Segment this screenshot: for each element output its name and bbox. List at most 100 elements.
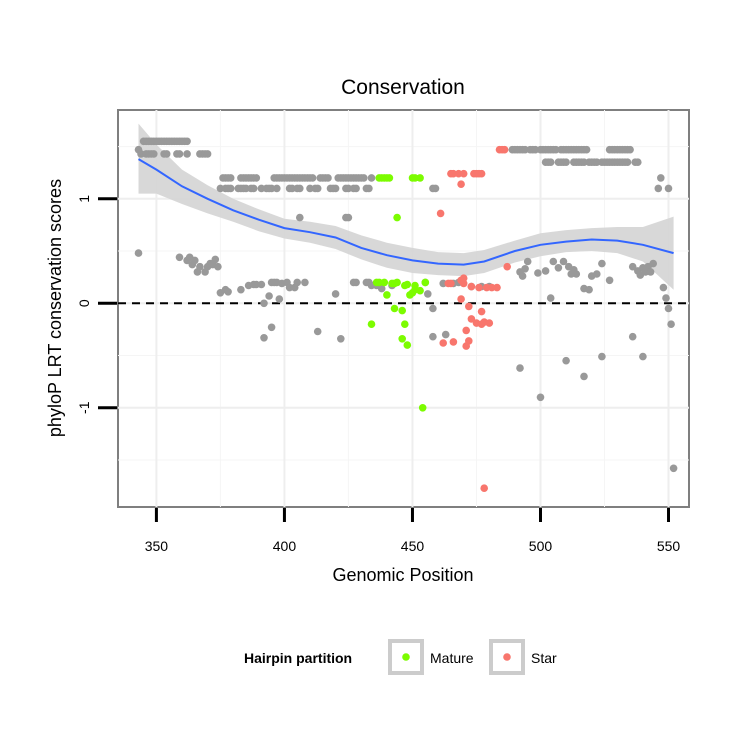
point-other [360,174,368,182]
point-other [265,292,273,300]
point-mature [385,174,394,182]
point-other [183,150,191,158]
point-other [628,262,637,271]
point-other [150,150,158,158]
point-other [137,150,145,158]
point-other [593,270,601,278]
point-star [457,295,465,303]
point-mature [393,278,401,287]
y-tick-label: -1 [76,401,92,414]
point-other [267,184,276,193]
point-other [273,184,281,193]
point-mature [383,291,391,299]
point-star [459,279,468,288]
point-other [664,304,673,313]
point-star [436,209,445,218]
x-tick-label: 400 [273,538,297,554]
point-other [521,265,529,273]
legend-label-star: Star [531,650,557,666]
point-other [191,256,199,265]
point-other [296,184,304,193]
confidence-band-area [138,123,674,290]
point-other [211,255,220,264]
point-other [536,393,545,402]
point-other [541,267,550,275]
point-other [352,278,360,287]
smooth-line [137,158,674,266]
x-tick-label: 450 [401,538,425,554]
point-other [546,294,555,302]
point-other [257,280,266,289]
point-other [331,184,340,193]
point-other [424,290,432,298]
legend-marker-star [503,653,511,661]
point-other [337,335,345,343]
point-other [313,327,322,336]
point-other [293,278,302,287]
point-star [467,282,476,291]
legend-marker-mature [402,653,410,661]
point-other [260,299,268,308]
point-other [162,150,171,158]
point-other [546,158,555,166]
y-axis-label: phyloP LRT conservation scores [45,179,65,437]
point-other [598,352,606,361]
point-mature [380,278,389,287]
point-mature [403,341,412,349]
point-mature [403,280,412,289]
point-other [639,352,647,361]
point-other [662,294,670,302]
point-other [267,323,276,332]
point-mature [393,213,401,222]
point-star [449,169,458,178]
point-mature [398,335,407,343]
point-mature [408,289,417,297]
point-other [252,174,261,182]
point-other [669,464,678,473]
point-star [500,145,509,154]
point-other [598,259,606,268]
y-tick-label: 1 [76,195,92,203]
point-other [664,184,673,193]
point-other [367,174,376,182]
point-star [477,169,486,178]
point-other [331,290,340,298]
point-star [475,283,483,292]
x-tick-label: 500 [529,538,553,554]
point-other [226,184,235,193]
point-other [605,276,614,285]
point-star [485,319,494,327]
point-other [308,174,317,182]
point-star [465,302,473,311]
point-star [503,262,512,271]
point-other [175,253,184,262]
point-star [493,283,501,292]
legend-title: Hairpin partition [244,650,352,666]
point-other [344,213,353,222]
legend-label-mature: Mature [430,650,474,666]
point-other [306,184,314,193]
point-other [365,184,373,193]
point-other [554,264,563,272]
point-mature [401,320,409,329]
x-tick-label: 350 [145,538,169,554]
point-other [260,334,268,342]
point-other [429,332,437,341]
point-other [657,174,665,182]
point-other [196,262,204,271]
point-other [582,145,591,154]
point-other [623,158,632,166]
point-star [459,169,468,178]
point-other [183,137,191,146]
point-other [667,320,675,329]
point-other [249,184,258,193]
point-star [449,338,458,346]
point-other [352,184,360,193]
point-other [224,288,232,296]
legend: Hairpin partition Mature Star [244,639,557,675]
point-other [634,158,642,166]
point-mature [367,320,376,329]
y-tick-label: 0 [76,299,92,307]
point-other [296,213,304,222]
